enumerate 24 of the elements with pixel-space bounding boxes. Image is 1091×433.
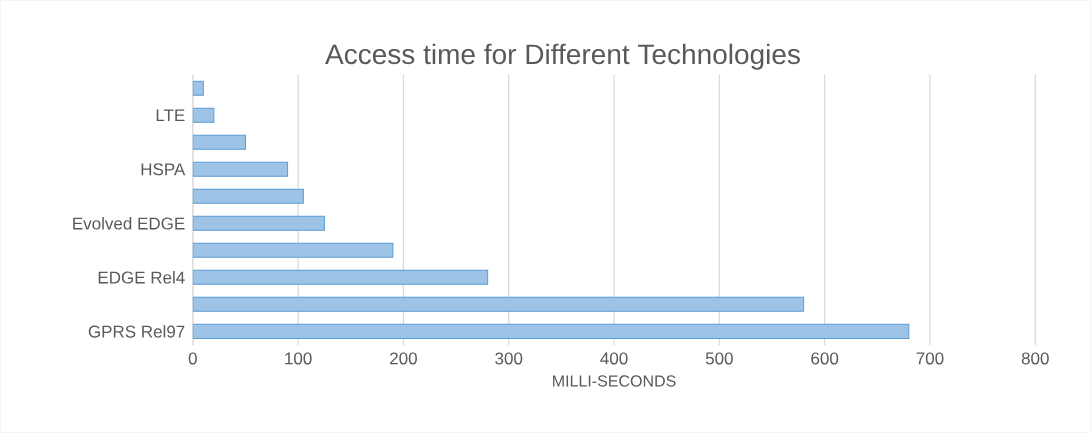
y-tick-label: GPRS Rel97	[88, 325, 185, 338]
bar	[192, 134, 246, 150]
x-tick-label: 300	[495, 352, 523, 365]
x-tick-label: 800	[1021, 352, 1049, 365]
x-tick-label: 700	[916, 352, 944, 365]
x-tick-label: 100	[285, 352, 312, 365]
x-tick-label: 200	[390, 352, 417, 365]
bar	[192, 297, 805, 313]
bar	[192, 216, 325, 232]
bar	[192, 188, 304, 204]
x-tick-label: 500	[705, 352, 733, 365]
x-tick-label: 400	[600, 352, 628, 365]
bar	[192, 270, 489, 286]
y-tick-label: EDGE Rel4	[98, 271, 185, 284]
y-tick-label: HSPA	[141, 163, 186, 176]
x-tick-label: 0	[188, 352, 197, 365]
x-axis-title: MILLI-SECONDS	[553, 375, 676, 387]
x-tick-label: 600	[811, 352, 839, 365]
bar	[192, 324, 910, 340]
bar	[192, 161, 289, 177]
bar	[192, 243, 394, 259]
y-tick-label: Evolved EDGE	[73, 217, 185, 230]
chart-title: Access time for Different Technologies	[325, 43, 800, 70]
y-tick-label: LTE	[156, 109, 185, 122]
